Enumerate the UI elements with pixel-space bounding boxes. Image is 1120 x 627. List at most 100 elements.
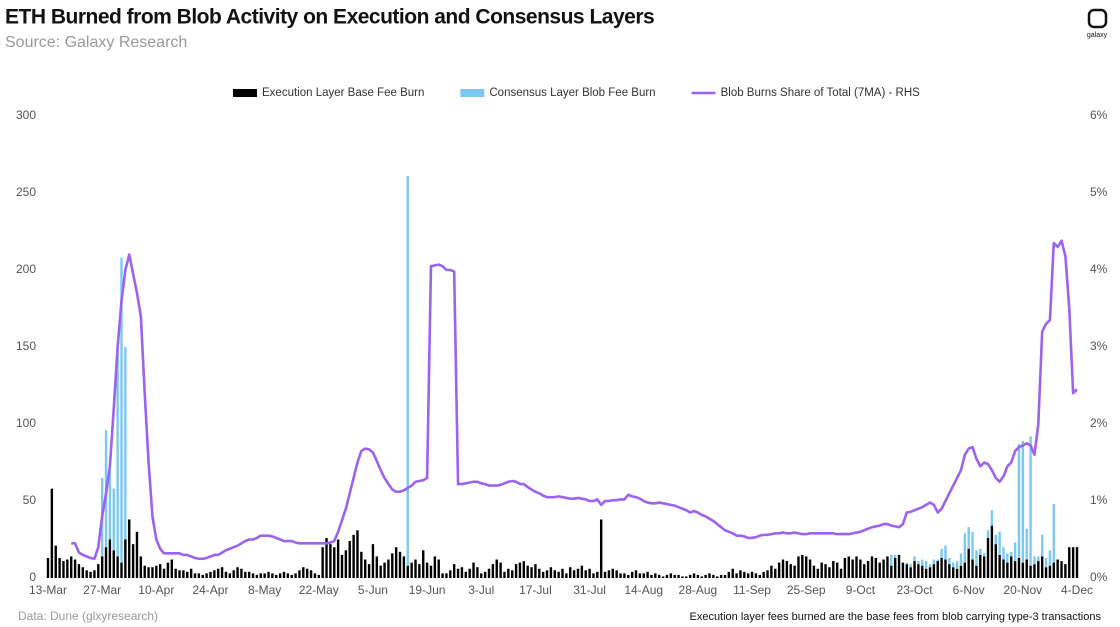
bar <box>1010 556 1013 578</box>
x-tick-label: 13-Mar <box>29 583 67 597</box>
y2-tick-label: 4% <box>1090 262 1108 276</box>
bar <box>108 539 112 578</box>
bar <box>128 519 131 578</box>
bar <box>646 571 649 578</box>
y-tick-label: 300 <box>16 108 36 122</box>
bar <box>735 573 738 578</box>
bar <box>928 567 932 578</box>
bar <box>89 571 92 578</box>
bar <box>1044 557 1048 568</box>
bar <box>975 565 978 578</box>
bar <box>143 565 146 578</box>
bar <box>1006 553 1009 563</box>
bar <box>932 559 936 565</box>
bar <box>688 574 692 578</box>
y-tick-label: 250 <box>16 185 36 199</box>
bar <box>522 561 526 578</box>
bar <box>394 547 398 578</box>
chart-subtitle: Source: Galaxy Research <box>5 34 187 51</box>
bar <box>893 554 897 558</box>
bar <box>251 573 255 578</box>
bar <box>418 564 421 578</box>
bar <box>955 561 959 569</box>
bar <box>855 556 858 578</box>
bar <box>271 573 274 578</box>
bar <box>565 573 568 578</box>
bar <box>986 537 990 578</box>
bar <box>213 570 216 578</box>
bar <box>54 545 57 578</box>
bar <box>1010 551 1013 557</box>
legend-swatch <box>233 89 257 97</box>
legend-label: Consensus Layer Blob Fee Burn <box>489 87 655 99</box>
x-tick-label: 19-Jun <box>409 583 446 597</box>
bar <box>812 565 816 578</box>
bar <box>73 559 77 578</box>
bar <box>220 567 224 578</box>
x-tick-label: 28-Aug <box>679 583 718 597</box>
x-tick-label: 17-Jul <box>519 583 552 597</box>
bar <box>449 570 452 578</box>
bar <box>596 571 599 578</box>
bar <box>599 519 603 578</box>
bar <box>201 574 204 578</box>
bar <box>112 488 115 551</box>
bar <box>379 565 382 578</box>
bar <box>716 576 719 578</box>
bar <box>851 559 854 578</box>
bar <box>1025 559 1028 578</box>
bar <box>990 525 994 578</box>
bar <box>870 556 874 578</box>
bar <box>46 557 50 578</box>
bar <box>367 564 371 578</box>
bar <box>85 570 88 578</box>
bar <box>921 559 924 566</box>
y2-tick-label: 5% <box>1090 185 1108 199</box>
bar <box>81 567 85 578</box>
bar <box>955 568 959 578</box>
bar <box>843 557 847 578</box>
bar <box>580 565 584 578</box>
bar <box>62 561 65 578</box>
bar <box>654 573 657 578</box>
bar <box>232 570 235 578</box>
bar <box>437 559 440 578</box>
bar <box>1048 550 1052 566</box>
bar <box>286 573 290 578</box>
bar <box>909 567 912 578</box>
bar <box>1068 547 1071 578</box>
bar <box>534 564 537 578</box>
bar <box>406 176 409 566</box>
bar <box>627 574 630 578</box>
bar <box>66 559 69 578</box>
bar <box>124 347 127 540</box>
bar <box>603 571 607 578</box>
bar <box>108 470 112 540</box>
bar <box>170 559 173 578</box>
bar <box>971 531 974 560</box>
bar <box>313 573 317 578</box>
bar <box>433 556 437 578</box>
bar <box>816 568 820 578</box>
bar <box>576 568 580 578</box>
bar <box>553 570 556 578</box>
bar <box>425 562 429 578</box>
bar <box>100 556 104 578</box>
bar <box>336 539 340 578</box>
bar <box>963 562 967 578</box>
bar <box>897 554 901 578</box>
bar <box>236 567 239 578</box>
bar <box>623 573 626 578</box>
bar <box>209 571 212 578</box>
bar <box>321 547 324 578</box>
bar <box>240 568 243 578</box>
bar <box>344 550 348 578</box>
bar <box>766 570 769 578</box>
bar <box>839 568 843 578</box>
bar <box>820 562 823 578</box>
bar <box>1006 562 1009 578</box>
bar <box>58 557 61 578</box>
bar <box>325 537 328 578</box>
bar <box>441 573 444 578</box>
